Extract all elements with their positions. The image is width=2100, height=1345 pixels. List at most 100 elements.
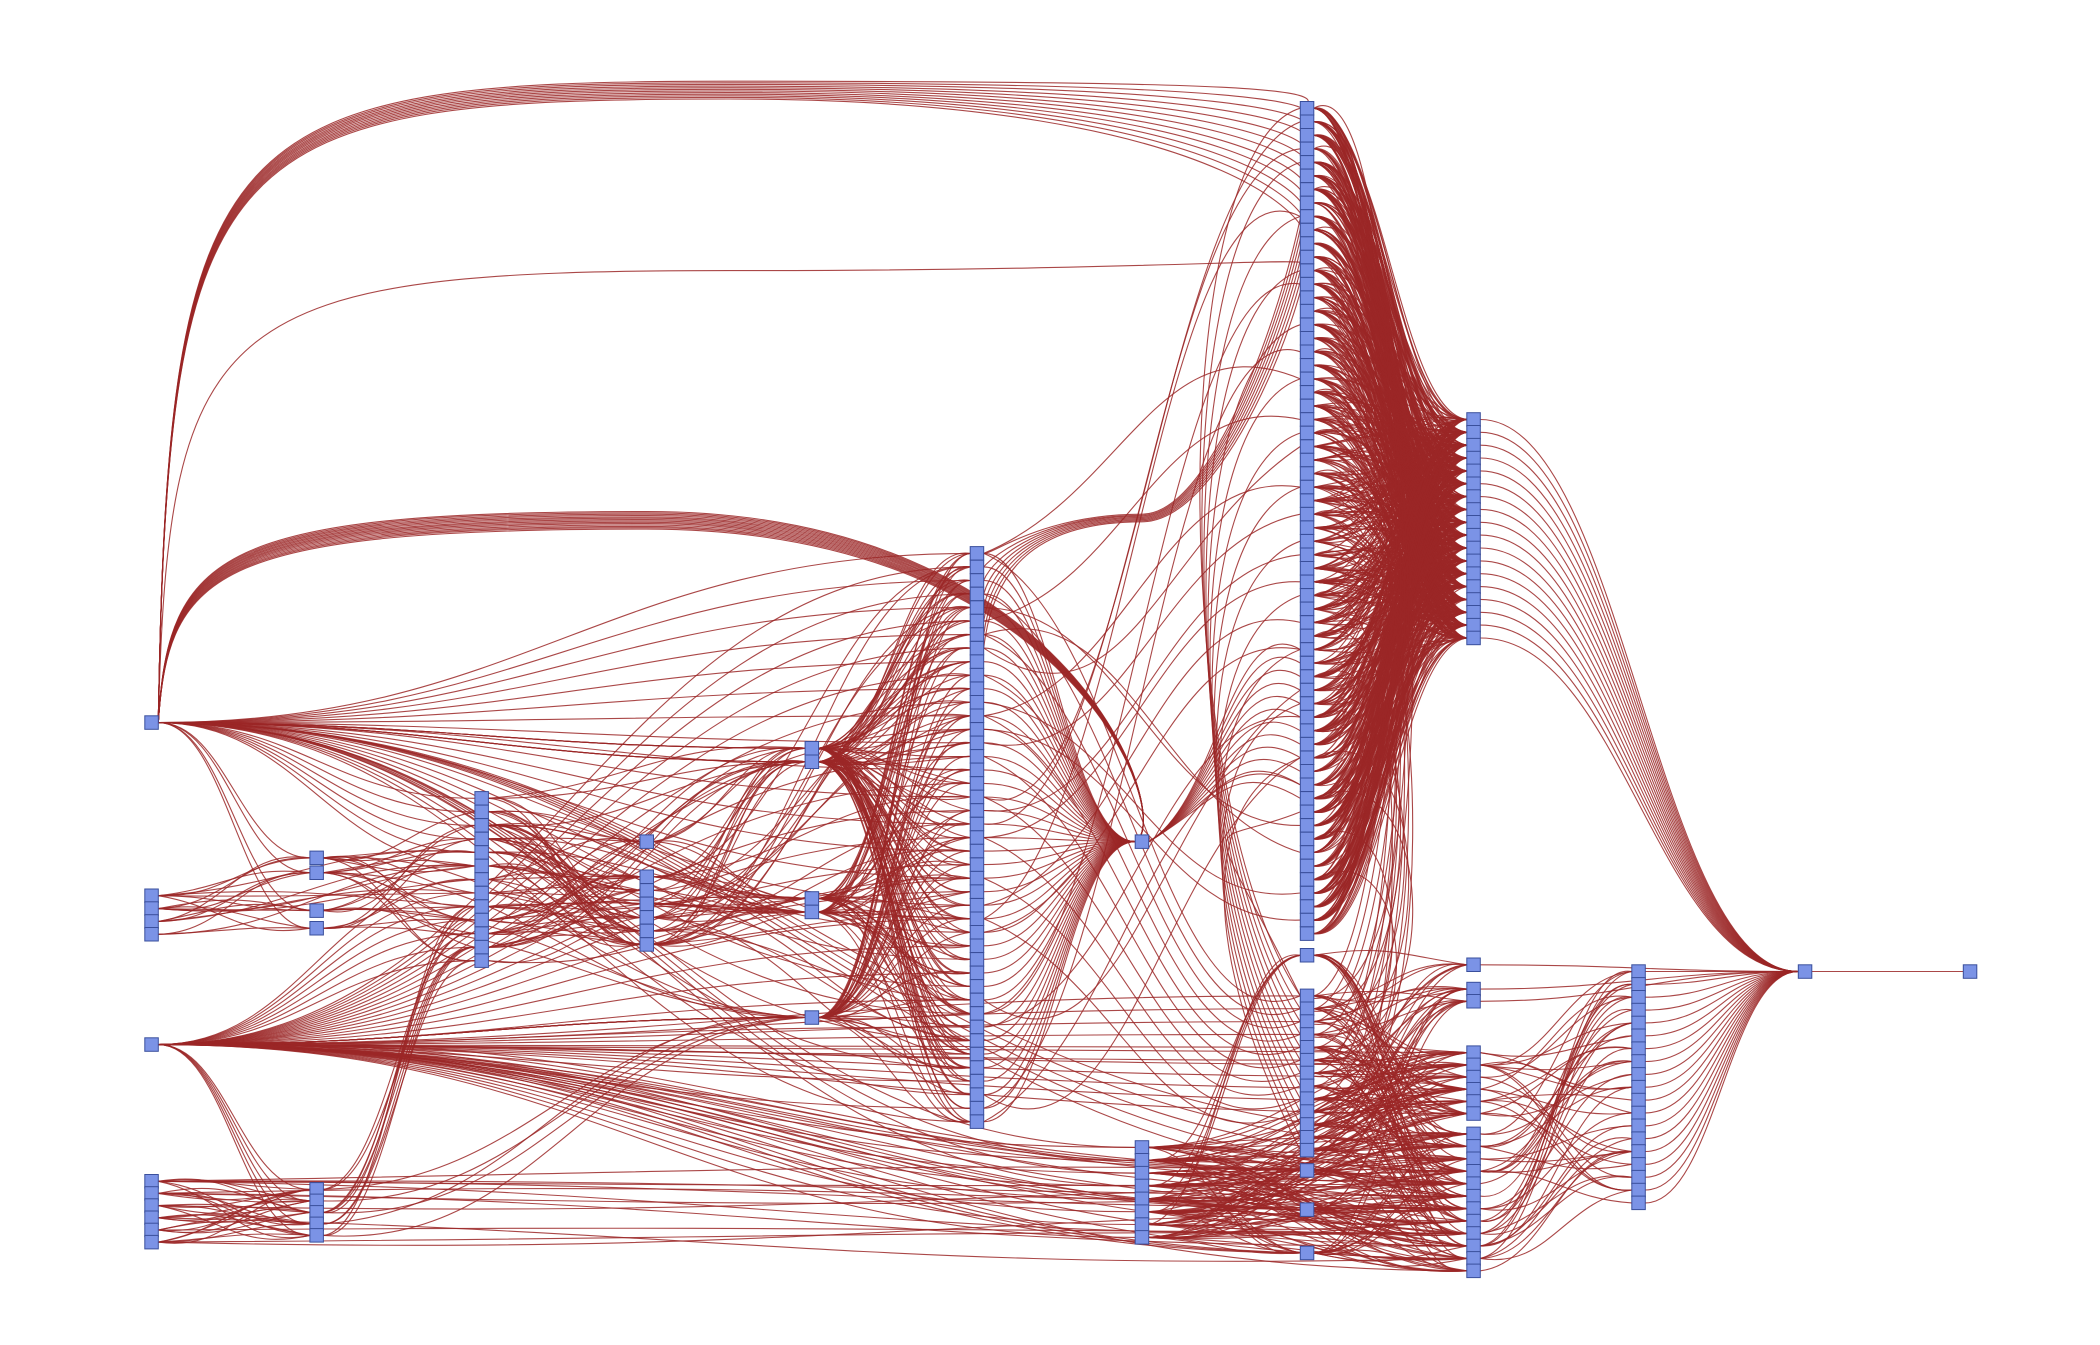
col8-tall-node[interactable]: [1299, 723, 1315, 738]
col8-tall-node[interactable]: [1299, 818, 1315, 833]
col9-stack-d-node[interactable]: [1466, 1151, 1481, 1166]
col9-stack-c-node[interactable]: [1466, 1106, 1481, 1121]
col9-tall-node[interactable]: [1466, 463, 1481, 479]
col6-tall-node[interactable]: [969, 613, 985, 629]
col8-tall-node[interactable]: [1299, 574, 1315, 590]
col9-small-node[interactable]: [1466, 981, 1481, 997]
col6-tall-node[interactable]: [969, 640, 985, 656]
col8-stack-b-node[interactable]: [1299, 1014, 1315, 1029]
col9-stack-d-node[interactable]: [1466, 1164, 1481, 1179]
col6-tall-node[interactable]: [969, 1019, 985, 1035]
col6-tall-node[interactable]: [969, 654, 985, 669]
col8-tall-node[interactable]: [1299, 263, 1315, 278]
col6-tall-node[interactable]: [969, 789, 985, 805]
col8-tall-node[interactable]: [1299, 791, 1315, 806]
col9-tall-node[interactable]: [1466, 476, 1481, 491]
col6-tall-node[interactable]: [969, 1114, 985, 1129]
col8-tall-node[interactable]: [1299, 885, 1315, 901]
col7-stack-b-node[interactable]: [1134, 1191, 1150, 1207]
col6-tall-node[interactable]: [969, 1006, 985, 1021]
col2-stack-a-node[interactable]: [309, 865, 324, 880]
col10-stack-node[interactable]: [1631, 1195, 1646, 1211]
col6-tall-node[interactable]: [969, 776, 985, 791]
col9-tall-node[interactable]: [1466, 579, 1481, 594]
col10-stack-node[interactable]: [1631, 1131, 1646, 1146]
col8-tall-node[interactable]: [1299, 479, 1315, 495]
col8-tall-node[interactable]: [1299, 385, 1315, 400]
col5-pair-b-node[interactable]: [804, 904, 820, 920]
col8-tall-node[interactable]: [1299, 628, 1315, 644]
col5-node-c-node[interactable]: [804, 1010, 820, 1025]
col9-stack-d-node[interactable]: [1466, 1238, 1481, 1254]
col6-tall-node[interactable]: [969, 1100, 985, 1116]
col9-tall-node[interactable]: [1466, 450, 1481, 466]
col8-tall-node[interactable]: [1299, 831, 1315, 847]
col2-stack-a-node[interactable]: [309, 903, 324, 918]
left-stack-b-node[interactable]: [144, 1222, 159, 1238]
col9-stack-d-node[interactable]: [1466, 1263, 1481, 1279]
col9-stack-d-node[interactable]: [1466, 1251, 1481, 1266]
col3-stack-node[interactable]: [474, 953, 489, 968]
col8-tall-node[interactable]: [1299, 750, 1315, 765]
col5-pair-a-node[interactable]: [804, 754, 820, 769]
col8-tall-node[interactable]: [1299, 182, 1315, 197]
col8-tall-node[interactable]: [1299, 141, 1315, 157]
col8-tall-node[interactable]: [1299, 669, 1315, 684]
col6-tall-node[interactable]: [969, 952, 985, 967]
col6-tall-node[interactable]: [969, 843, 985, 859]
col2-stack-a-node[interactable]: [309, 850, 324, 866]
left-stack-a-node[interactable]: [144, 901, 159, 916]
col8-tall-node[interactable]: [1299, 425, 1315, 441]
col9-stack-c-node[interactable]: [1466, 1069, 1481, 1085]
col9-stack-d-node[interactable]: [1466, 1188, 1481, 1204]
col8-tall-node[interactable]: [1299, 358, 1315, 373]
col9-stack-d-node[interactable]: [1466, 1126, 1481, 1142]
col6-tall-node[interactable]: [969, 911, 985, 926]
col4-stack-b-node[interactable]: [639, 910, 654, 925]
col3-stack-node[interactable]: [474, 791, 489, 806]
col10-stack-node[interactable]: [1631, 1182, 1646, 1198]
col7-stack-b-node[interactable]: [1134, 1165, 1150, 1181]
col2-stack-b-node[interactable]: [309, 1228, 324, 1243]
col6-tall-node[interactable]: [969, 1087, 985, 1102]
col8-tall-node[interactable]: [1299, 912, 1315, 928]
col8-tall-node[interactable]: [1299, 155, 1315, 170]
col8-stack-b-node[interactable]: [1299, 1117, 1315, 1132]
col8-stack-b-node[interactable]: [1299, 1130, 1315, 1145]
col8-tall-node[interactable]: [1299, 547, 1315, 562]
col10-stack-node[interactable]: [1631, 1002, 1646, 1018]
hub-b-node[interactable]: [144, 1037, 159, 1052]
col3-stack-node[interactable]: [474, 831, 489, 847]
col7-stack-b-node[interactable]: [1134, 1204, 1150, 1219]
col3-stack-node[interactable]: [474, 858, 489, 874]
col7-stack-b-node[interactable]: [1134, 1153, 1150, 1168]
col9-stack-c-node[interactable]: [1466, 1057, 1481, 1073]
left-stack-a-node[interactable]: [144, 888, 159, 903]
col8-tall-node[interactable]: [1299, 561, 1315, 576]
col8-tall-node[interactable]: [1299, 195, 1315, 211]
col8-tall-node[interactable]: [1299, 926, 1315, 941]
col6-tall-node[interactable]: [969, 1060, 985, 1075]
col8-stack-b-node[interactable]: [1299, 1052, 1315, 1068]
left-stack-b-node[interactable]: [144, 1186, 159, 1201]
col10-stack-node[interactable]: [1631, 1054, 1646, 1069]
col6-tall-node[interactable]: [969, 830, 985, 845]
col8-singles-node[interactable]: [1299, 1163, 1315, 1178]
col6-tall-node[interactable]: [969, 992, 985, 1008]
col7-stack-b-node[interactable]: [1134, 1230, 1150, 1245]
col9-tall-node[interactable]: [1466, 540, 1481, 556]
col4-stack-b-node[interactable]: [639, 883, 654, 898]
col7-stack-b-node[interactable]: [1134, 1140, 1150, 1155]
col8-singles-node[interactable]: [1299, 948, 1315, 963]
col8-stack-b-node[interactable]: [1299, 1142, 1315, 1158]
col6-tall-node[interactable]: [969, 938, 985, 953]
col8-tall-node[interactable]: [1299, 101, 1315, 116]
col6-tall-node[interactable]: [969, 546, 985, 561]
col8-tall-node[interactable]: [1299, 249, 1315, 265]
col9-tall-node[interactable]: [1466, 617, 1481, 633]
col6-tall-node[interactable]: [969, 735, 985, 751]
col8-singles-node[interactable]: [1299, 1245, 1315, 1261]
col9-tall-node[interactable]: [1466, 527, 1481, 543]
col8-tall-node[interactable]: [1299, 709, 1315, 725]
col7-stack-b-node[interactable]: [1134, 1178, 1150, 1194]
